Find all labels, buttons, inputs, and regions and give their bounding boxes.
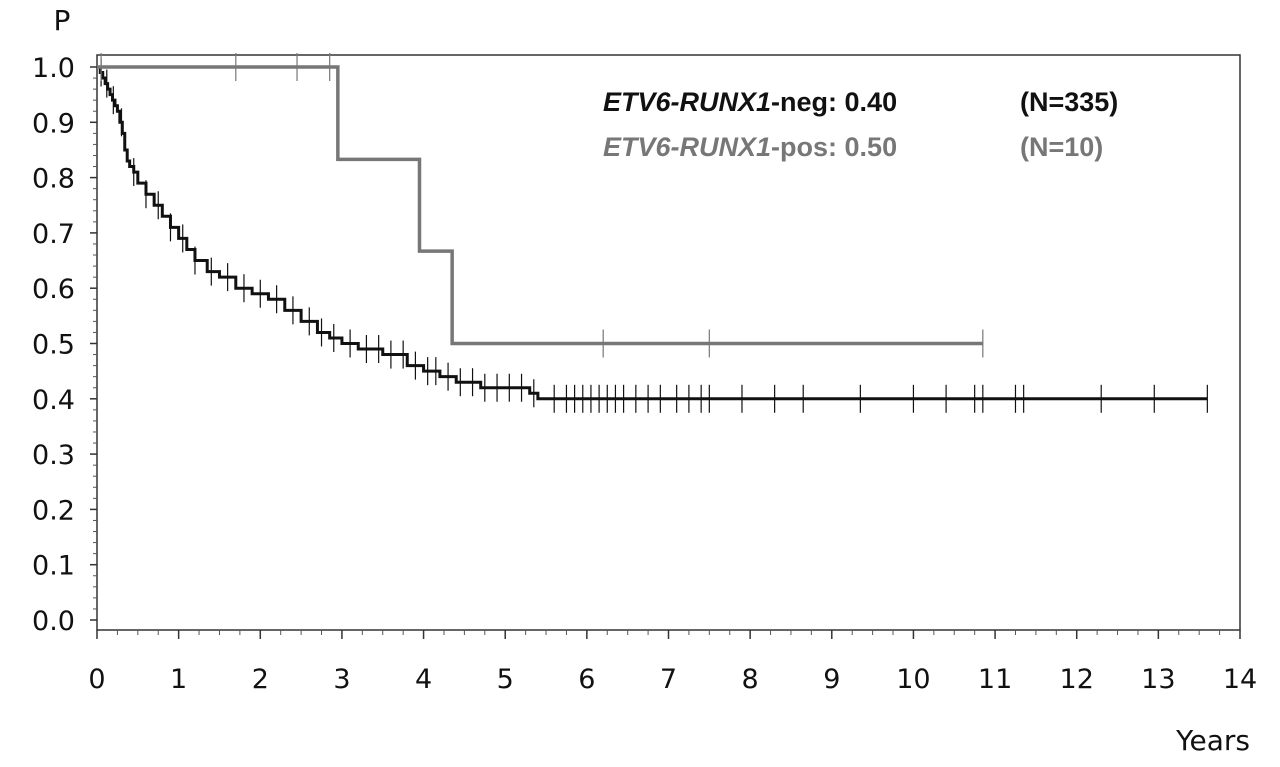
series-layer	[97, 53, 1208, 413]
x-tick-label: 6	[578, 664, 595, 695]
x-tick-label: 1	[170, 664, 187, 695]
y-tick-label: 0.4	[32, 385, 75, 416]
x-tick-label: 14	[1223, 664, 1257, 695]
x-tick-label: 7	[660, 664, 677, 695]
x-tick-label: 10	[896, 664, 930, 695]
x-tick-label: 12	[1060, 664, 1094, 695]
y-tick-label: 0.9	[32, 108, 75, 139]
legend-neg-gene: ETV6-RUNX1	[603, 87, 771, 117]
legend-pos-value: -pos: 0.50	[771, 132, 897, 162]
x-tick-label: 8	[742, 664, 759, 695]
x-tick-label: 0	[88, 664, 105, 695]
y-tick-label: 0.8	[32, 164, 75, 195]
legend-entry-pos: ETV6-RUNX1-pos: 0.50	[603, 132, 897, 162]
x-tick-label: 9	[823, 664, 840, 695]
legend-neg-n: (N=335)	[1020, 87, 1118, 117]
x-tick-label: 4	[415, 664, 432, 695]
x-tick-label: 2	[252, 664, 269, 695]
y-tick-label: 0.6	[32, 274, 75, 305]
x-axis: 0 1 2 3 4 5 6 7 8 9 10 11 12 13 14	[88, 630, 1257, 695]
y-tick-label: 0.0	[32, 606, 75, 637]
km-curve	[97, 65, 983, 346]
x-tick-label: 5	[497, 664, 514, 695]
x-tick-label: 11	[978, 664, 1012, 695]
y-tick-label: 0.7	[32, 219, 75, 250]
x-tick-label: 13	[1141, 664, 1175, 695]
y-axis-title: P	[54, 4, 71, 37]
legend-entry-neg: ETV6-RUNX1-neg: 0.40	[603, 87, 897, 117]
y-tick-label: 0.3	[32, 440, 75, 471]
x-tick-label: 3	[333, 664, 350, 695]
legend: ETV6-RUNX1-neg: 0.40 (N=335) ETV6-RUNX1-…	[603, 87, 1118, 162]
y-tick-label: 0.2	[32, 495, 75, 526]
x-axis-title: Years	[1175, 724, 1250, 757]
legend-pos-gene: ETV6-RUNX1	[603, 132, 771, 162]
y-tick-label: 0.1	[32, 551, 75, 582]
legend-neg-value: -neg: 0.40	[771, 87, 897, 117]
series-neg	[97, 58, 1208, 413]
y-axis: 0.0 0.1 0.2 0.3 0.4 0.5 0.6 0.7 0.8 0.9 1.0	[32, 53, 97, 637]
y-tick-label: 1.0	[32, 53, 75, 84]
y-tick-label: 0.5	[32, 330, 75, 361]
series-pos	[97, 53, 984, 358]
legend-pos-n: (N=10)	[1020, 132, 1103, 162]
km-curve	[97, 65, 1208, 401]
